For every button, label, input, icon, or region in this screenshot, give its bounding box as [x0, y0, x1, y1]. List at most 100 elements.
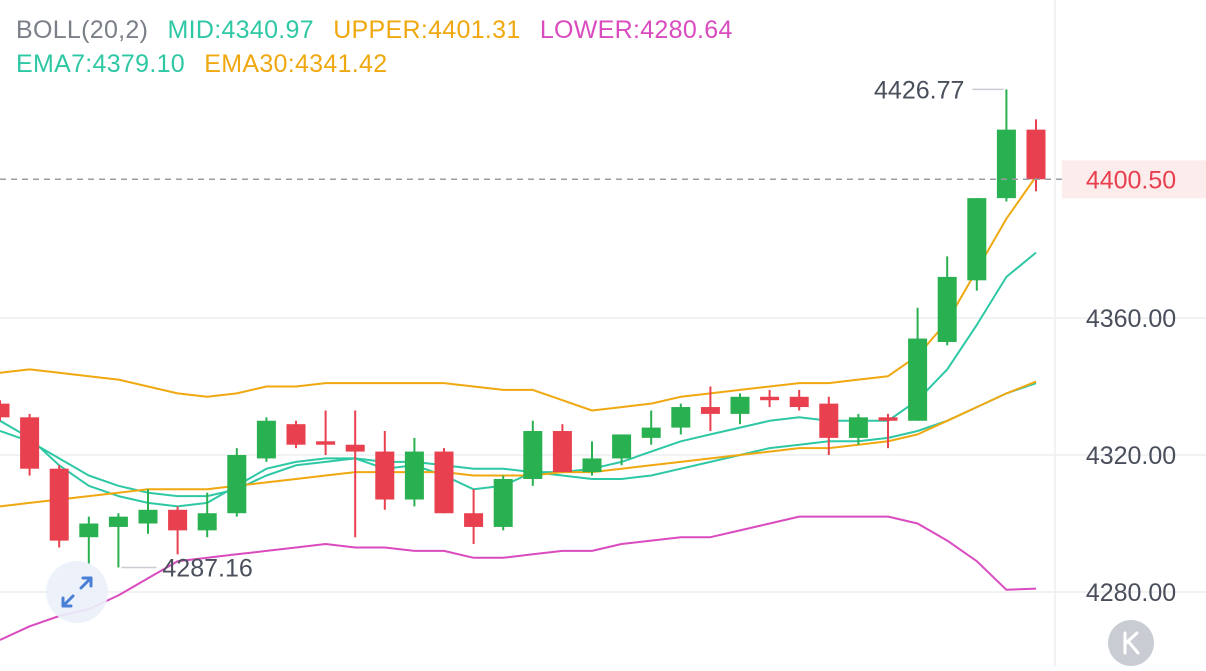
- candle-30: [878, 413, 898, 449]
- candle-body-21: [612, 434, 632, 459]
- candle-1: [20, 413, 40, 476]
- candle-0: [0, 400, 10, 421]
- candle-35: [1026, 119, 1046, 192]
- candle-body-23: [671, 407, 691, 428]
- candle-16: [464, 489, 484, 545]
- candle-27: [789, 389, 809, 411]
- low-annotation-label: 4287.16: [162, 554, 252, 582]
- candle-body-16: [464, 513, 484, 527]
- legend-boll: BOLL(20,2): [16, 16, 149, 44]
- kline-button[interactable]: [1108, 620, 1154, 666]
- candle-body-1: [20, 417, 40, 469]
- candle-body-27: [789, 396, 809, 408]
- candle-body-19: [552, 431, 572, 473]
- current-price-line: 4400.50: [0, 160, 1206, 199]
- candle-4: [108, 513, 128, 568]
- candle-21: [612, 434, 632, 466]
- candle-9: [256, 417, 276, 462]
- legend-lower: LOWER:4280.64: [539, 16, 733, 44]
- candle-body-26: [760, 396, 780, 401]
- legend-mid: MID:4340.97: [167, 16, 314, 44]
- candle-body-8: [227, 455, 247, 514]
- indicator-legend-row-2: EMA7:4379.10 EMA30:4341.42: [16, 50, 399, 79]
- candle-22: [641, 410, 661, 445]
- candle-23: [671, 403, 691, 435]
- candle-body-31: [908, 338, 928, 421]
- candle-body-6: [168, 509, 188, 531]
- candle-10: [286, 420, 306, 449]
- candle-body-7: [197, 513, 217, 531]
- y-tick-label-2: 4280.00: [1086, 579, 1176, 607]
- legend-ema30: EMA30:4341.42: [204, 50, 388, 78]
- candle-7: [197, 492, 217, 538]
- candle-33: [967, 198, 987, 291]
- candle-body-14: [404, 451, 424, 500]
- candle-body-0: [0, 403, 10, 418]
- expand-arrows-icon: [61, 576, 93, 608]
- candle-34: [996, 89, 1016, 202]
- candle-body-35: [1026, 129, 1046, 180]
- line-lower: [0, 515, 1037, 641]
- candle-17: [493, 475, 513, 531]
- indicator-lines: [0, 175, 1037, 641]
- candle-body-13: [375, 451, 395, 500]
- candle-31: [908, 307, 928, 421]
- high-annotation-label: 4426.77: [874, 76, 964, 104]
- legend-ema7: EMA7:4379.10: [16, 50, 185, 78]
- candle-18: [523, 420, 543, 486]
- candle-body-20: [582, 458, 602, 473]
- candle-body-5: [138, 509, 158, 524]
- candle-body-30: [878, 417, 898, 421]
- candle-body-25: [730, 396, 750, 414]
- candle-26: [760, 389, 780, 408]
- candle-body-32: [937, 276, 957, 342]
- candle-body-12: [345, 444, 365, 452]
- candle-body-28: [819, 403, 839, 438]
- candle-body-18: [523, 431, 543, 479]
- candle-body-34: [996, 129, 1016, 199]
- candle-3: [79, 516, 99, 565]
- candle-body-11: [316, 441, 336, 445]
- candle-29: [848, 413, 868, 445]
- candle-2: [49, 465, 69, 548]
- candle-14: [404, 437, 424, 507]
- legend-upper: UPPER:4401.31: [333, 16, 521, 44]
- line-mid: [0, 382, 1037, 498]
- line-upper: [0, 175, 1037, 412]
- current-price-tag-bg: [1062, 160, 1206, 199]
- candles: [0, 89, 1046, 568]
- indicator-legend-row-1: BOLL(20,2) MID:4340.97 UPPER:4401.31 LOW…: [16, 16, 745, 45]
- candle-body-33: [967, 198, 987, 281]
- candle-5: [138, 489, 158, 534]
- candle-24: [700, 386, 720, 432]
- candle-19: [552, 424, 572, 473]
- candle-body-15: [434, 451, 454, 514]
- line-ema30: [0, 380, 1037, 508]
- candle-28: [819, 396, 839, 455]
- candle-body-29: [848, 417, 868, 438]
- candle-body-4: [108, 516, 128, 527]
- candle-15: [434, 448, 454, 514]
- y-tick-label-1: 4320.00: [1086, 442, 1176, 470]
- candle-body-24: [700, 407, 720, 414]
- k-letter-icon: [1123, 631, 1140, 655]
- candle-body-10: [286, 424, 306, 445]
- fullscreen-button[interactable]: [46, 561, 108, 623]
- candle-body-3: [79, 523, 99, 538]
- candle-13: [375, 431, 395, 510]
- candle-25: [730, 393, 750, 425]
- high-low-annotations: 4426.77 4287.16: [121, 76, 1004, 582]
- candle-12: [345, 410, 365, 538]
- y-tick-label-0: 4360.00: [1086, 305, 1176, 333]
- candle-11: [316, 410, 336, 455]
- line-ema7: [0, 251, 1037, 508]
- candle-32: [937, 256, 957, 346]
- candle-body-17: [493, 478, 513, 527]
- candle-6: [168, 506, 188, 555]
- candle-body-22: [641, 427, 661, 438]
- candle-20: [582, 441, 602, 476]
- candle-body-9: [256, 420, 276, 459]
- candle-body-2: [49, 468, 69, 541]
